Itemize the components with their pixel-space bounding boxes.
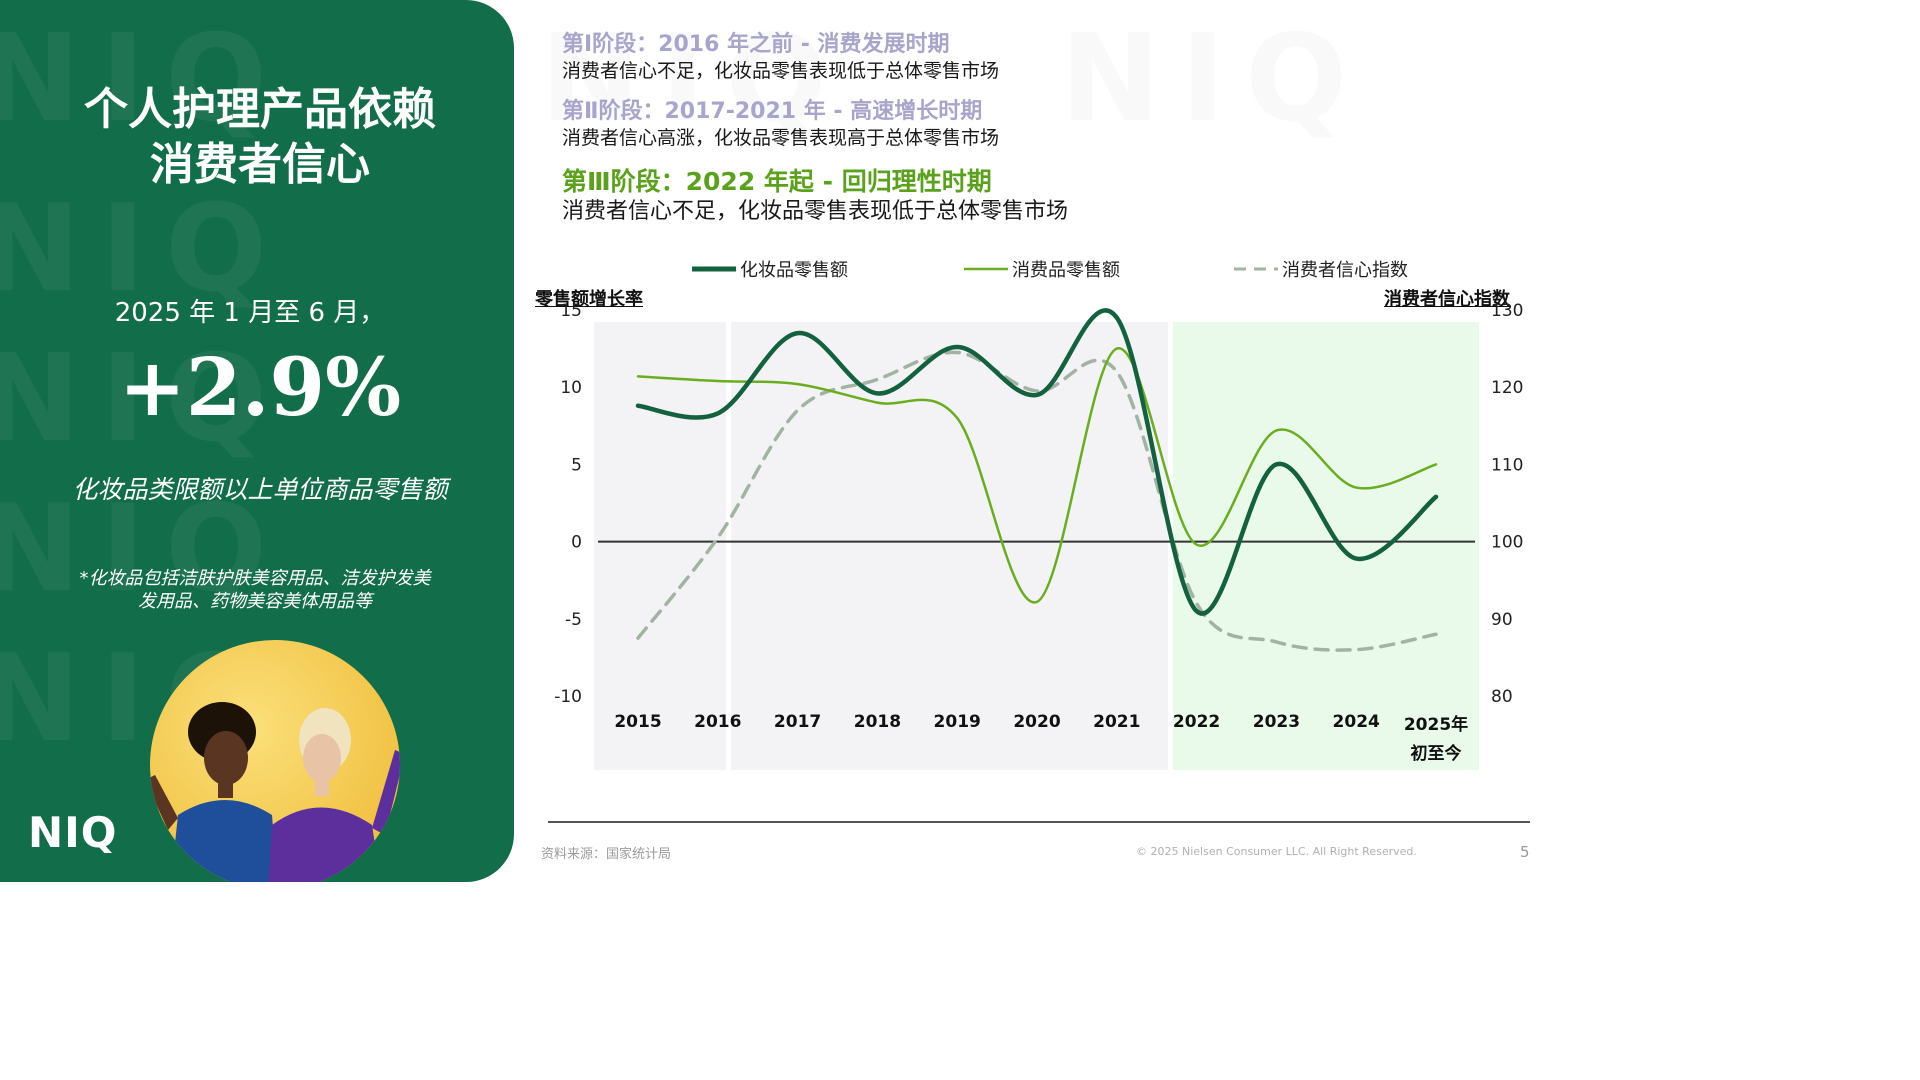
x-tick-label: 2015	[614, 712, 661, 732]
left-tick-label: 5	[571, 455, 582, 475]
x-tick-label: 2018	[854, 712, 901, 732]
growth-value: +2.9%	[118, 340, 402, 434]
series-line-cosmetics	[635, 308, 1439, 616]
legend-item-cosmetics: 化妆品零售额	[692, 256, 848, 282]
legend-label-consumer-goods: 消费品零售额	[1012, 260, 1120, 281]
footnote-line-1: *化妆品包括洁肤护肤美容用品、洁发护发美	[79, 568, 431, 589]
page-number: 5	[1520, 843, 1530, 861]
phase-1-title: 第Ⅰ阶段：2016 年之前 - 消费发展时期	[562, 32, 950, 57]
right-tick-label: 110	[1491, 455, 1523, 475]
phase-3-title: 第Ⅲ阶段：2022 年起 - 回归理性时期	[562, 167, 992, 196]
right-tick-label: 100	[1491, 533, 1523, 553]
copyright: © 2025 Nielsen Consumer LLC. All Right R…	[1136, 845, 1417, 858]
people-photo	[150, 640, 400, 882]
line-chart: 15 10 5 0 -5 -10 130 120 110 100 90 80 2015 2016 2017 2…	[554, 301, 1523, 770]
footer-divider	[548, 821, 1530, 823]
right-tick-label: 130	[1491, 301, 1523, 321]
x-tick-label: 2023	[1253, 712, 1300, 732]
phase-2-band	[731, 322, 1168, 770]
left-tick-label: -5	[565, 610, 582, 630]
phase-1: 第Ⅰ阶段：2016 年之前 - 消费发展时期 消费者信心不足，化妆品零售表现低于…	[562, 31, 999, 83]
metric-label: 化妆品类限额以上单位商品零售额	[72, 475, 448, 504]
source-note: 资料来源：国家统计局	[541, 847, 672, 862]
phase-2-title: 第Ⅱ阶段：2017-2021 年 - 高速增长时期	[562, 99, 983, 124]
x-tick-label: 2017	[774, 712, 821, 732]
phase-2: 第Ⅱ阶段：2017-2021 年 - 高速增长时期 消费者信心高涨，化妆品零售表…	[562, 98, 999, 150]
x-tick-label: 2016	[694, 712, 741, 732]
period-label: 2025 年 1 月至 6 月，	[114, 298, 386, 328]
footnote-line-2: 发用品、药物美容美体用品等	[138, 591, 372, 612]
legend-swatch-consumer-goods	[964, 267, 1008, 271]
x-tick-label: 2019	[934, 712, 981, 732]
phase-3-band	[1173, 322, 1479, 770]
phase-2-desc: 消费者信心高涨，化妆品零售表现高于总体零售市场	[562, 127, 1000, 149]
page-title: 个人护理产品依赖 消费者信心	[20, 82, 500, 192]
left-tick-label: 10	[560, 378, 582, 398]
watermark-row: NIQ	[0, 480, 288, 619]
phase-3-desc: 消费者信心不足，化妆品零售表现低于总体零售市场	[562, 199, 1069, 224]
legend-label-cosmetics: 化妆品零售额	[740, 260, 848, 281]
left-axis-title: 零售额增长率	[535, 289, 643, 310]
legend-item-consumer-goods: 消费品零售额	[964, 256, 1120, 282]
x-tick-label-continued: 初至今	[1411, 743, 1462, 764]
left-tick-label: 15	[560, 301, 582, 321]
left-tick-label: -10	[554, 687, 582, 707]
phase-1-desc: 消费者信心不足，化妆品零售表现低于总体零售市场	[562, 60, 1000, 82]
series-line-consumer-goods	[636, 347, 1438, 604]
footnote: *化妆品包括洁肤护肤美容用品、洁发护发美 发用品、药物美容美体用品等	[50, 567, 460, 613]
left-panel: NIQ NIQ NIQ NIQ NIQ 个人护理产品依赖 消费者信心 2025 …	[0, 0, 514, 882]
right-tick-label: 120	[1491, 378, 1523, 398]
title-line-1: 个人护理产品依赖	[84, 84, 436, 135]
phase-3: 第Ⅲ阶段：2022 年起 - 回归理性时期 消费者信心不足，化妆品零售表现低于总…	[562, 166, 1068, 226]
right-tick-label: 80	[1491, 687, 1513, 707]
x-tick-label: 2021	[1093, 712, 1140, 732]
right-axis-title: 消费者信心指数	[1384, 289, 1510, 310]
legend-swatch-confidence	[1234, 267, 1278, 271]
legend-item-confidence: 消费者信心指数	[1234, 256, 1408, 282]
left-tick-label: 0	[571, 533, 582, 553]
watermark-row: NIQ	[0, 10, 288, 149]
x-tick-label: 2025年	[1404, 714, 1468, 735]
people-illustration	[150, 702, 400, 882]
x-tick-label: 2020	[1013, 712, 1060, 732]
x-tick-label: 2022	[1173, 712, 1220, 732]
title-line-2: 消费者信心	[150, 139, 370, 190]
watermark-row: NIQ	[0, 180, 288, 319]
legend-swatch-cosmetics	[692, 266, 736, 272]
legend-label-confidence: 消费者信心指数	[1282, 260, 1408, 281]
x-tick-label: 2024	[1333, 712, 1380, 732]
niq-logo: NIQ	[28, 808, 118, 857]
right-tick-label: 90	[1491, 610, 1513, 630]
phase-1-band	[594, 322, 726, 770]
watermark-row: NIQ	[0, 330, 288, 469]
